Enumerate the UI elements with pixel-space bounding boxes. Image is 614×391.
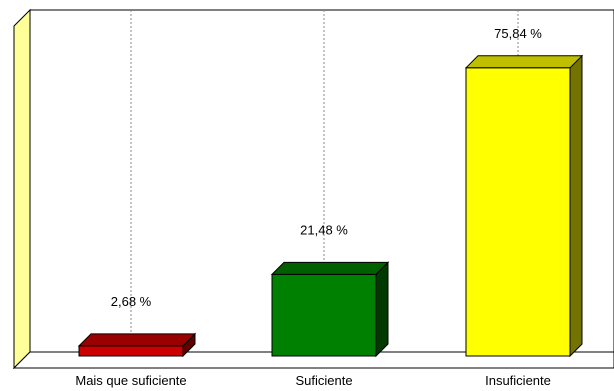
data-label: 2,68 % (111, 294, 152, 309)
bar-side (569, 54, 583, 358)
bar (270, 261, 390, 358)
x-tick-label: Mais que suficiente (75, 373, 186, 388)
data-label: 21,48 % (300, 222, 348, 237)
x-tick-label: Suficiente (295, 373, 352, 388)
x-tick-label: Insuficiente (485, 373, 551, 388)
bar (77, 332, 197, 358)
bar-top (270, 261, 390, 275)
bar-front (465, 67, 571, 357)
bar (464, 54, 584, 358)
chart-side-wall (13, 8, 31, 370)
bar-side (375, 261, 389, 358)
bar-front (78, 345, 184, 357)
bar-top (464, 55, 584, 69)
bar-front (271, 273, 377, 357)
bar-top (77, 333, 197, 347)
data-label: 75,84 % (494, 26, 542, 41)
